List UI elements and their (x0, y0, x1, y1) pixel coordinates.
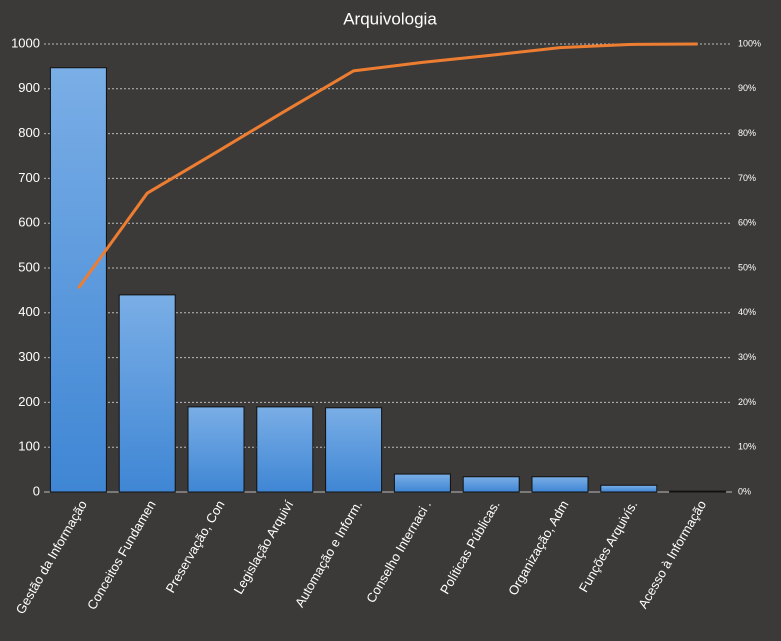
y-tick-label: 1000 (11, 35, 40, 50)
bar (531, 476, 589, 493)
x-tick-label: Acesso à Informação (635, 498, 709, 611)
y-tick-label: 100 (18, 439, 40, 454)
x-tick-label: Automação e Inform. (292, 498, 365, 610)
x-tick-label: Funções Arquivís. (576, 498, 641, 595)
y2-tick-label: 20% (738, 397, 756, 407)
y2-tick-label: 30% (738, 352, 756, 362)
y2-tick-label: 80% (738, 128, 756, 138)
y-tick-label: 900 (18, 80, 40, 95)
bar (256, 406, 314, 493)
y2-tick-label: 90% (738, 83, 756, 93)
x-tick-label: Organização, Adm (505, 498, 571, 598)
x-tick-label: Políticas Públicas. (437, 498, 503, 597)
x-tick-label: Conselho Internaci . (363, 498, 434, 606)
y-tick-label: 0 (33, 483, 40, 498)
bar (49, 67, 107, 493)
x-tick-label: Legislação Arquiví (231, 497, 297, 596)
y-tick-label: 500 (18, 259, 40, 274)
x-tick-label: Gestão da Informação (13, 498, 90, 617)
bar (462, 476, 520, 493)
cumulative-line (77, 42, 698, 290)
y2-tick-label: 10% (738, 442, 756, 452)
y2-tick-label: 40% (738, 307, 756, 317)
y2-tick-label: 100% (738, 38, 761, 48)
chart-title: Arquivologia (343, 9, 437, 28)
y-tick-label: 400 (18, 304, 40, 319)
bar (187, 406, 245, 493)
y2-tick-label: 70% (738, 173, 756, 183)
x-tick-label: Conceitos Fundamen (84, 498, 159, 613)
y-tick-label: 600 (18, 215, 40, 230)
y-tick-label: 300 (18, 349, 40, 364)
bar (325, 407, 383, 493)
y2-tick-label: 60% (738, 218, 756, 228)
y2-tick-label: 0% (738, 486, 751, 496)
x-tick-label: Preservação, Con (163, 498, 228, 596)
bar (118, 294, 176, 493)
bar (669, 490, 727, 493)
bar (600, 484, 658, 493)
y-tick-label: 200 (18, 394, 40, 409)
y2-tick-label: 50% (738, 262, 756, 272)
bar (393, 473, 451, 493)
y-tick-label: 700 (18, 170, 40, 185)
y-tick-label: 800 (18, 125, 40, 140)
